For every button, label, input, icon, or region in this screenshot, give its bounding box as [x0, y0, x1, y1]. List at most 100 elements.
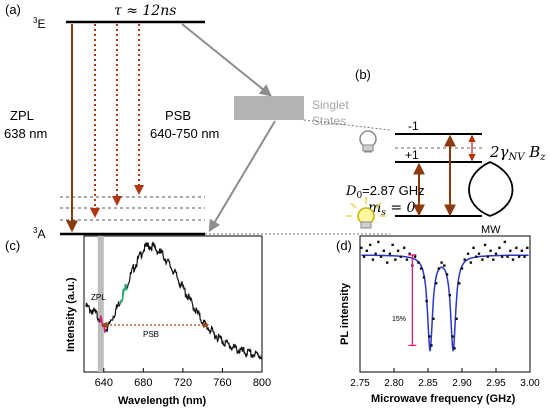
odmr-data-point — [425, 299, 428, 303]
panel-a: (a) 3E 3A τ ≈ 12ns ZPL 638 nm PSB 640-75… — [4, 2, 391, 241]
odmr-data-point — [460, 267, 464, 270]
odmr-data-point — [360, 246, 363, 250]
odmr-data-point — [379, 255, 383, 258]
odmr-data-point — [386, 261, 389, 264]
zpl-band — [97, 236, 104, 372]
zero-field-splitting-label: D0=2.87 GHz — [345, 183, 425, 201]
spectrum-x-ticks: 640 680 720 760 800 — [95, 368, 271, 389]
odmr-data-point — [371, 258, 375, 261]
psb-tag: PSB — [143, 330, 159, 339]
odmr-data-point — [437, 267, 441, 270]
odmr-data-point — [445, 273, 449, 276]
odmr-data-point — [432, 317, 435, 320]
mw-label: MW — [481, 224, 501, 236]
odmr-data-point — [403, 246, 406, 250]
odmr-data-point — [511, 258, 515, 261]
zoom-line-top — [303, 119, 391, 131]
odmr-data-point — [506, 255, 509, 258]
spectrum-rise-highlight — [118, 283, 128, 306]
odmr-data-point — [455, 317, 458, 320]
psb-wavelength: 640-750 nm — [150, 126, 219, 141]
odmr-x-axis-label: Microwave frequency (GHz) — [371, 393, 516, 405]
isc-arrow — [181, 23, 272, 97]
ms-zero-label: ms = 0 — [368, 200, 416, 218]
zpl-title: ZPL — [10, 108, 34, 123]
spectrum-y-axis-label: Intensity (a.u.) — [65, 277, 77, 352]
odmr-data-point — [469, 261, 473, 264]
odmr-data-point — [377, 240, 380, 244]
odmr-data-point — [408, 252, 411, 255]
odmr-data-point — [448, 293, 451, 297]
contrast-label: 15% — [392, 316, 406, 323]
odmr-data-point — [374, 252, 377, 255]
odmr-data-point — [517, 255, 521, 258]
odmr-data-point — [489, 249, 492, 252]
odmr-data-point — [362, 255, 366, 258]
odmr-data-point — [405, 258, 409, 261]
zpl-wavelength: 638 nm — [4, 126, 47, 141]
panel-b: (b) -1 +1 2γNV Bz D0=2.87 GHz ms = 0 MW — [345, 67, 546, 236]
odmr-data-point — [500, 255, 504, 258]
odmr-data-point — [422, 276, 426, 279]
odmr-data-point — [477, 252, 481, 255]
odmr-data-point — [494, 252, 498, 255]
odmr-data-point — [515, 246, 518, 250]
psb-title: PSB — [165, 108, 191, 123]
odmr-data-point — [520, 249, 524, 252]
odmr-data-point — [365, 249, 368, 252]
odmr-data-point — [472, 246, 475, 250]
odmr-data-point — [382, 249, 385, 252]
panel-a-label: (a) — [5, 2, 21, 17]
odmr-fit-curve — [361, 254, 529, 352]
odmr-data-point — [434, 282, 438, 285]
singlet-label-line1: Singlet — [312, 98, 349, 112]
odmr-data-point — [428, 335, 431, 338]
odmr-data-point — [483, 243, 487, 247]
panel-b-label: (b) — [355, 67, 371, 82]
ms-minus-label: -1 — [408, 119, 419, 133]
singlet-states-box — [234, 96, 304, 120]
spectrum-curve — [85, 240, 263, 360]
odmr-data-point — [486, 255, 490, 258]
odmr-data-point — [453, 347, 456, 350]
odmr-data-point — [526, 246, 529, 250]
odmr-data-point — [394, 258, 397, 261]
odmr-data-point — [509, 249, 512, 252]
odmr-data-point — [503, 240, 507, 244]
odmr-data-point — [388, 252, 392, 255]
spectrum-x-axis-label: Wavelength (nm) — [118, 395, 207, 407]
spectrum-plot-frame — [83, 235, 263, 373]
odmr-x-ticks: 2.75 2.80 2.85 2.90 2.95 3.00 — [350, 368, 540, 389]
odmr-y-axis-label: PL intensity — [339, 282, 351, 345]
panel-d: (d) 2.75 2.80 2.85 2.90 2.95 3.00 15% PL inte… — [336, 235, 540, 405]
odmr-data-point — [492, 258, 495, 261]
odmr-x-tick-label: 2.85 — [418, 378, 438, 389]
odmr-data-point — [399, 255, 402, 258]
odmr-x-tick-label: 3.00 — [520, 378, 540, 389]
odmr-data-point — [523, 255, 526, 258]
level-3a-label: 3A — [33, 226, 45, 241]
panel-c-label: (c) — [5, 238, 20, 253]
lifetime-label: τ ≈ 12ns — [114, 3, 176, 19]
odmr-data-point — [463, 258, 466, 261]
ms-plus-label: +1 — [405, 148, 419, 162]
odmr-data-point — [369, 243, 372, 247]
odmr-data-point — [430, 344, 433, 347]
zeeman-label: 2γNV Bz — [489, 143, 546, 163]
odmr-data-point — [440, 261, 443, 264]
odmr-data-point — [451, 335, 454, 338]
spectrum-x-tick-label: 760 — [213, 377, 231, 389]
odmr-x-tick-label: 2.90 — [452, 378, 472, 389]
odmr-x-tick-label: 2.80 — [384, 378, 404, 389]
mw-loop-left — [468, 161, 491, 217]
odmr-data-point — [413, 255, 417, 258]
spectrum-x-tick-label: 680 — [134, 377, 152, 389]
odmr-data-point — [391, 243, 394, 247]
spectrum-x-tick-label: 640 — [95, 377, 113, 389]
odmr-data-point — [481, 258, 484, 261]
odmr-data-point — [417, 261, 420, 264]
odmr-data-point — [458, 282, 461, 285]
spectrum-x-tick-label: 720 — [174, 377, 192, 389]
odmr-data-points — [360, 240, 529, 350]
